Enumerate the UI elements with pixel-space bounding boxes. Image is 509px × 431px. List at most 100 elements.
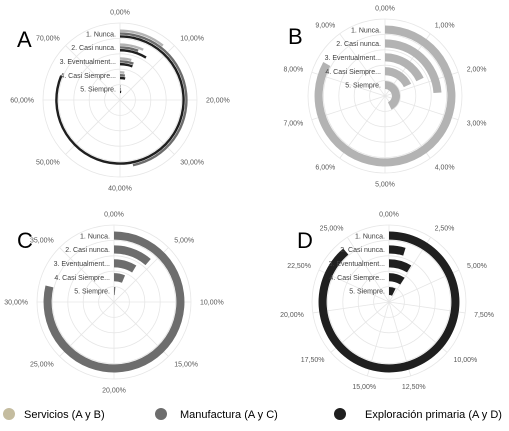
tick-label: 1,00% — [435, 22, 455, 29]
tick-label: 0,00% — [110, 10, 130, 17]
tick-label: 25,00% — [30, 362, 54, 369]
tick-label: 7,00% — [283, 121, 303, 128]
tick-label: 2,00% — [467, 66, 487, 73]
tick-label: 4,00% — [435, 165, 455, 172]
tick-label: 10,00% — [200, 300, 224, 307]
panel-letter-a: A — [17, 27, 32, 52]
tick-label: 5,00% — [467, 263, 487, 270]
tick-label: 10,00% — [180, 35, 204, 42]
legend-swatch-servicios — [3, 408, 15, 420]
bar-5-servicios — [385, 80, 401, 110]
bar-2-exploracion — [389, 245, 406, 256]
tick-label: 25,00% — [320, 225, 344, 232]
tick-label: 12,50% — [402, 384, 426, 391]
bar-3-manufactura — [120, 60, 134, 65]
category-label: 3. Eventualment... — [60, 59, 116, 66]
category-label: 3. Eventualment... — [325, 55, 381, 62]
legend-swatch-exploracion — [334, 408, 346, 420]
panel-letter-c: C — [17, 228, 33, 253]
panel-letter-b: B — [288, 24, 303, 49]
bar-5-exploracion — [389, 286, 396, 296]
tick-label: 9,00% — [315, 22, 335, 29]
radial-chart-c: 0,00% 5,00% 10,00% 15,00% 20,00% 25,00% 30,00%… — [4, 212, 224, 395]
category-label: 1. Nunca. — [351, 27, 381, 34]
category-label: 5. Siempre. — [80, 87, 116, 94]
category-label: 2. Casi nunca. — [336, 41, 381, 48]
bar-4-servicios — [385, 67, 412, 88]
panel-letter-d: D — [297, 228, 313, 253]
grid-spoke — [347, 237, 390, 303]
grid-spoke — [339, 33, 386, 97]
category-label: 1. Nunca. — [80, 233, 110, 240]
category-label: 5. Siempre. — [349, 289, 385, 296]
tick-label: 0,00% — [104, 212, 124, 219]
bar-4-manufactura — [114, 273, 126, 283]
bar-1-servicios — [120, 29, 164, 47]
tick-label: 30,00% — [4, 300, 28, 307]
bar-5-manufactura — [120, 87, 121, 91]
tick-label: 5,00% — [174, 237, 194, 244]
category-label: 1. Nunca. — [86, 31, 116, 38]
legend-label-servicios: Servicios (A y B) — [24, 409, 105, 421]
bar-3-exploracion — [389, 259, 412, 273]
tick-label: 10,00% — [454, 357, 478, 364]
category-label: 4. Casi Siempre... — [54, 275, 110, 282]
category-label: 5. Siempre. — [345, 83, 381, 90]
bar-5-exploracion — [120, 90, 122, 94]
bar-5-servicios — [120, 84, 121, 88]
tick-label: 7,50% — [474, 312, 494, 319]
tick-label: 2,50% — [435, 225, 455, 232]
bar-4-servicios — [120, 71, 125, 74]
bar-2-manufactura — [120, 46, 139, 52]
legend-swatch-manufactura — [155, 408, 167, 420]
bar-4-exploracion — [389, 273, 405, 285]
bar-4-exploracion — [120, 76, 126, 80]
tick-label: 35,00% — [30, 237, 54, 244]
tick-label: 20,00% — [280, 312, 304, 319]
grid-spoke — [59, 247, 115, 303]
category-label: 4. Casi Siempre... — [329, 275, 385, 282]
radial-chart-a: 0,00% 10,00% 20,00% 30,00% 40,00% 50,00% 60,00… — [10, 10, 230, 193]
legend: Servicios (A y B) Manufactura (A y C) Ex… — [3, 408, 502, 421]
tick-label: 70,00% — [36, 35, 60, 42]
bar-2-servicios — [385, 39, 442, 93]
tick-label: 40,00% — [108, 186, 132, 193]
legend-label-exploracion: Exploración primaria (A y D) — [365, 409, 502, 421]
tick-label: 8,00% — [283, 66, 303, 73]
category-label: 3. Eventualment... — [329, 261, 385, 268]
category-label: 3. Eventualment... — [54, 261, 110, 268]
bar-3-servicios — [385, 53, 424, 82]
tick-label: 20,00% — [102, 388, 126, 395]
category-label: 1. Nunca. — [355, 233, 385, 240]
bar-5-manufactura — [114, 286, 116, 296]
radial-chart-b: 0,00% 1,00% 2,00% 3,00% 4,00% 5,00% 6,00% 7,00%… — [283, 6, 486, 189]
tick-label: 6,00% — [315, 165, 335, 172]
bar-4-manufactura — [120, 73, 126, 77]
tick-label: 17,50% — [301, 357, 325, 364]
tick-label: 50,00% — [36, 160, 60, 167]
tick-label: 22,50% — [287, 263, 311, 270]
grid-spoke — [65, 45, 121, 101]
tick-label: 5,00% — [375, 182, 395, 189]
tick-label: 15,00% — [174, 362, 198, 369]
radial-chart-d: 0,00% 2,50% 5,00% 7,50% 10,00% 12,50% 15,00% 17… — [280, 212, 494, 391]
category-label: 4. Casi Siempre... — [60, 73, 116, 80]
bar-2-exploracion — [120, 49, 147, 59]
tick-label: 60,00% — [10, 98, 34, 105]
bar-3-servicios — [120, 57, 132, 62]
legend-label-manufactura: Manufactura (A y C) — [180, 409, 278, 421]
bar-3-exploracion — [120, 62, 133, 68]
bar-2-manufactura — [114, 245, 151, 266]
bar-2-servicios — [120, 43, 144, 51]
tick-label: 30,00% — [180, 160, 204, 167]
tick-label: 3,00% — [467, 121, 487, 128]
tick-label: 0,00% — [375, 6, 395, 13]
category-label: 2. Casi nunca. — [65, 247, 110, 254]
bar-3-manufactura — [114, 259, 137, 273]
category-label: 5. Siempre. — [74, 289, 110, 296]
category-label: 4. Casi Siempre... — [325, 69, 381, 76]
tick-label: 0,00% — [379, 212, 399, 219]
category-label: 2. Casi nunca. — [71, 45, 116, 52]
grid-spoke — [65, 99, 121, 155]
